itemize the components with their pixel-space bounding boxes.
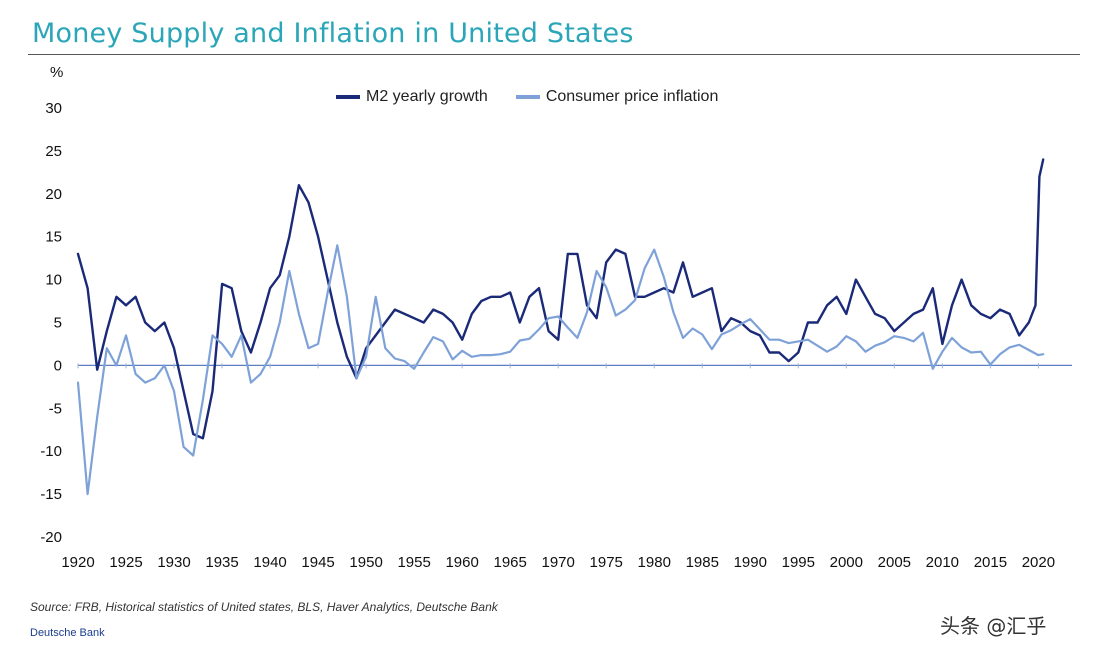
y-tick-label: -15	[40, 486, 62, 503]
y-tick-label: 30	[45, 100, 62, 117]
x-tick-label: 1950	[349, 554, 382, 571]
x-tick-label: 1955	[397, 554, 430, 571]
title-divider	[28, 54, 1080, 55]
x-tick-label: 1980	[638, 554, 671, 571]
legend-label-cpi: Consumer price inflation	[545, 88, 719, 105]
x-tick-label: 1960	[445, 554, 478, 571]
x-tick-label: 2020	[1022, 554, 1055, 571]
y-unit-label: %	[50, 64, 64, 81]
x-tick-label: 1935	[205, 554, 238, 571]
x-tick-label: 1985	[686, 554, 719, 571]
y-tick-label: -20	[40, 529, 62, 546]
x-tick-label: 1970	[542, 554, 575, 571]
y-tick-label: 15	[45, 229, 62, 246]
series-line-cpi	[76, 244, 1045, 496]
legend-swatch-m2	[336, 95, 360, 99]
x-tick-label: 1965	[493, 554, 526, 571]
legend-item-m2: M2 yearly growth	[336, 88, 488, 106]
legend: M2 yearly growth Consumer price inflatio…	[336, 88, 718, 106]
x-tick-label: 1940	[253, 554, 286, 571]
x-tick-label: 2005	[878, 554, 911, 571]
y-tick-label: 0	[54, 357, 62, 374]
x-tick-label: 2015	[974, 554, 1007, 571]
x-tick-label: 1930	[157, 554, 190, 571]
x-tick-label: 2010	[926, 554, 959, 571]
legend-label-m2: M2 yearly growth	[366, 88, 488, 105]
x-tick-label: 1975	[590, 554, 623, 571]
x-tick-label: 1925	[109, 554, 142, 571]
y-tick-label: -5	[49, 400, 62, 417]
chart-title: Money Supply and Inflation in United Sta…	[32, 18, 634, 49]
legend-swatch-cpi	[515, 95, 540, 99]
series-line-m2	[76, 158, 1045, 440]
legend-item-cpi: Consumer price inflation	[515, 88, 719, 106]
x-tick-label: 1990	[734, 554, 767, 571]
y-tick-label: -10	[40, 443, 62, 460]
x-tick-label: 1995	[782, 554, 815, 571]
watermark: 头条 @汇乎	[940, 614, 1047, 638]
brand-label: Deutsche Bank	[30, 627, 105, 639]
x-tick-label: 2000	[830, 554, 863, 571]
y-tick-label: 10	[45, 272, 62, 289]
y-tick-label: 20	[45, 186, 62, 203]
source-note: Source: FRB, Historical statistics of Un…	[30, 600, 498, 614]
y-tick-label: 25	[45, 143, 62, 160]
x-tick-label: 1920	[61, 554, 94, 571]
x-tick-label: 1945	[301, 554, 334, 571]
y-tick-label: 5	[54, 315, 62, 332]
